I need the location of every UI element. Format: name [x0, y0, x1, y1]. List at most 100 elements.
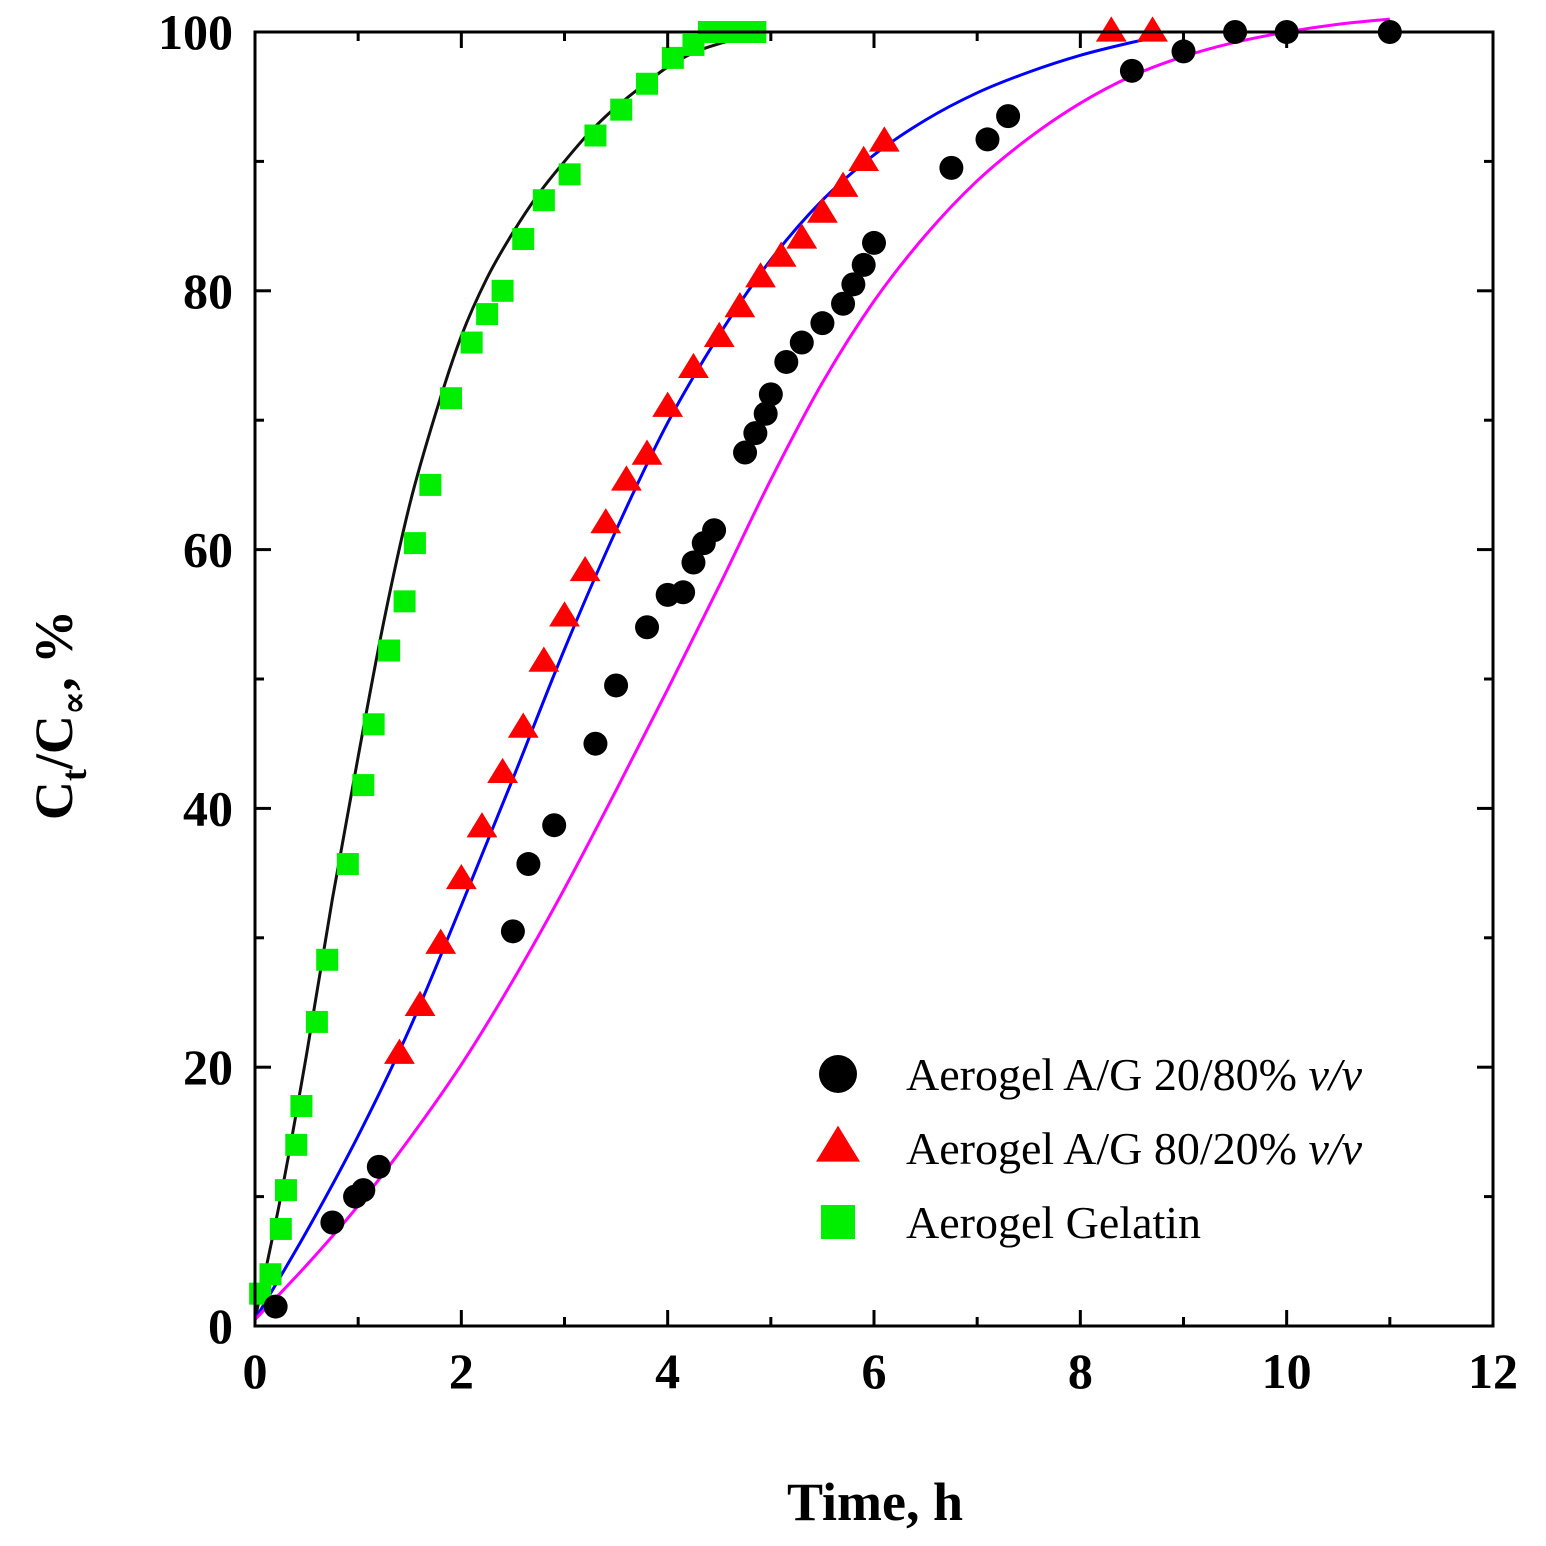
data-point-circle — [671, 580, 696, 605]
data-point-circle — [862, 230, 886, 255]
legend-label: Aerogel A/G 80/20% v/v — [906, 1123, 1363, 1174]
data-point-square — [476, 303, 499, 326]
data-point-triangle — [507, 712, 539, 738]
data-point-circle — [604, 673, 629, 698]
data-point-square — [460, 331, 483, 354]
data-point-circle — [831, 291, 856, 316]
axis-ticks — [253, 30, 1495, 1328]
data-point-square — [290, 1095, 313, 1118]
data-point-circle — [263, 1294, 288, 1319]
data-point-triangle — [590, 508, 622, 534]
svg-text:Ct/C∝, %: Ct/C∝, % — [24, 610, 94, 820]
y-title-sub2: ∝ — [54, 691, 94, 715]
x-tick-label: 6 — [862, 1343, 887, 1399]
data-point-triangle — [807, 197, 838, 223]
data-point-square — [259, 1263, 282, 1286]
data-point-circle — [516, 852, 541, 877]
y-title-slash: / — [24, 753, 84, 770]
x-tick-label: 10 — [1262, 1343, 1312, 1399]
x-tick-label: 4 — [655, 1343, 680, 1399]
data-point-triangle — [786, 223, 818, 249]
data-point-triangle — [703, 321, 735, 347]
data-point-circle — [320, 1210, 345, 1235]
y-tick-label: 40 — [183, 780, 233, 836]
legend-label-name: Aerogel A/G 20/80% — [906, 1049, 1308, 1100]
data-point-circle — [774, 349, 799, 374]
y-tick-label: 100 — [158, 4, 233, 60]
data-point-square — [269, 1217, 292, 1240]
data-point-triangle — [549, 601, 580, 627]
data-point-square — [584, 124, 607, 147]
data-point-circle — [583, 731, 608, 756]
data-point-triangle — [631, 439, 663, 465]
data-point-circle — [635, 615, 660, 640]
data-point-circle — [996, 104, 1021, 129]
legend-label-italic: v/v — [1308, 1049, 1362, 1100]
data-point-triangle — [425, 928, 457, 954]
data-point-triangle — [827, 171, 859, 197]
data-point-triangle — [445, 863, 477, 890]
data-point-square — [352, 774, 375, 797]
data-point-triangle — [528, 646, 560, 672]
data-point-circle — [702, 518, 727, 543]
data-point-square — [610, 98, 633, 121]
data-point-circle — [500, 919, 525, 944]
data-point-square — [491, 279, 514, 302]
legend-label: Aerogel Gelatin — [906, 1197, 1201, 1248]
data-point-triangle — [868, 126, 900, 152]
data-point-circle — [681, 550, 706, 575]
data-point-triangle — [569, 555, 601, 582]
legend-label-italic: v/v — [1308, 1123, 1362, 1174]
data-point-square — [285, 1133, 308, 1156]
y-tick-label: 80 — [183, 263, 233, 319]
data-point-triangle — [384, 1038, 415, 1064]
data-point-circle — [1119, 58, 1144, 83]
data-point-circle — [758, 382, 783, 407]
data-point-square — [558, 163, 581, 186]
data-point-square — [378, 639, 401, 662]
data-point-triangle — [652, 391, 684, 417]
x-axis-title: Time, h — [787, 1472, 963, 1532]
data-point-square — [661, 46, 684, 69]
data-point-circle — [810, 311, 835, 336]
y-tick-label: 0 — [208, 1298, 233, 1354]
y-title-sub1: t — [54, 769, 94, 781]
data-point-triangle — [765, 241, 797, 267]
data-point-circle — [366, 1154, 391, 1179]
axis-tick-labels: 0 2 4 6 8 10 12 0 20 40 60 80 100 — [158, 4, 1518, 1399]
data-point-circle — [1171, 39, 1196, 64]
y-tick-label: 60 — [183, 522, 233, 578]
data-point-circle — [733, 440, 758, 465]
data-point-circle — [753, 401, 778, 426]
data-point-triangle — [724, 291, 756, 318]
data-point-square — [419, 473, 442, 496]
data-point-square — [362, 713, 385, 736]
data-point-triangle — [1095, 16, 1127, 42]
x-tick-label: 8 — [1068, 1343, 1093, 1399]
data-point-triangle — [487, 757, 518, 784]
data-point-triangle — [848, 145, 880, 171]
data-point-circle — [939, 155, 964, 180]
data-point-square — [440, 387, 463, 410]
data-point-square — [274, 1179, 297, 1202]
data-markers — [249, 16, 1402, 1319]
y-title-c2: C — [24, 715, 84, 754]
x-tick-label: 2 — [449, 1343, 474, 1399]
y-axis-title: Ct/C∝, % — [24, 610, 94, 820]
legend-label-name: Aerogel A/G 80/20% — [906, 1123, 1308, 1174]
data-point-circle — [789, 330, 814, 355]
data-point-circle — [351, 1178, 376, 1203]
data-point-circle — [851, 252, 876, 277]
y-tick-label: 20 — [183, 1039, 233, 1095]
data-point-square — [512, 228, 535, 251]
data-point-square — [316, 948, 339, 971]
data-point-circle — [542, 813, 567, 838]
data-point-square — [403, 532, 426, 555]
data-point-triangle — [1137, 16, 1168, 42]
x-tick-label: 0 — [243, 1343, 268, 1399]
data-point-square — [305, 1010, 328, 1033]
data-point-circle — [975, 127, 1000, 152]
legend-marker-triangle — [816, 1125, 860, 1162]
